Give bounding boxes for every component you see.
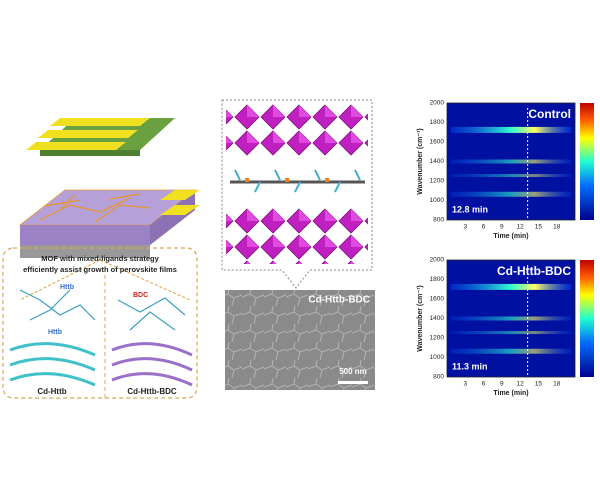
y-tick-label: 1200 [430,335,445,342]
time-label: 11.3 min [452,361,488,371]
ligand-label: Httb [48,329,62,336]
x-tick-label: 18 [553,381,561,388]
x-tick-label: 18 [553,224,561,231]
structure-label: Cd-Httb-BDC [127,387,177,396]
x-tick-label: 15 [535,381,543,388]
ligand-label: BDC [133,292,148,299]
x-tick-label: 9 [500,381,504,388]
x-tick-label: 6 [482,224,486,231]
y-tick-label: 1600 [430,296,445,303]
y-tick-label: 1800 [430,119,445,126]
heatmap-band [451,348,571,354]
plot-frame [446,102,576,221]
device-illustration [18,118,200,301]
sem-image [225,290,375,390]
heatmap-band [451,159,571,164]
y-axis-label: Wavenumber (cm⁻¹) [417,128,424,194]
ligand-box [2,247,198,399]
y-tick-label: 1000 [430,197,445,204]
colorbar [580,260,594,377]
perovskite-structure [221,99,373,289]
x-tick-label: 3 [463,381,467,388]
heatmap-band [451,174,571,178]
x-tick-label: 6 [482,381,486,388]
sem-label: Cd-Httb-BDC [308,295,370,306]
y-tick-label: 2000 [430,100,445,107]
colorbar [580,103,594,220]
plot-frame [446,259,576,378]
heatmap-band [451,331,571,335]
heatmap-band [451,283,571,290]
x-axis-label: Time (min) [493,233,528,240]
y-tick-label: 800 [433,374,444,381]
heatmap-band [451,191,571,197]
y-axis-label: Wavenumber (cm⁻¹) [417,285,424,351]
x-tick-label: 15 [535,224,543,231]
caption-line: efficiently assist growth of perovskite … [23,265,177,274]
x-axis-label: Time (min) [493,390,528,397]
heatmap-label: Cd-Httb-BDC [497,264,571,278]
molecule-sketch [9,289,193,387]
y-tick-label: 1800 [430,276,445,283]
time-label: 12.8 min [452,204,488,214]
x-tick-label: 3 [463,224,467,231]
y-tick-label: 1400 [430,315,445,322]
scale-bar-label: 500 nm [339,367,367,376]
heatmap-band [451,126,571,133]
x-tick-label: 9 [500,224,504,231]
x-tick-label: 12 [517,224,525,231]
x-tick-label: 12 [517,381,525,388]
y-tick-label: 1600 [430,139,445,146]
heatmap-band [451,316,571,321]
y-tick-label: 1000 [430,354,445,361]
heatmap-label: Control [528,107,571,121]
y-tick-label: 800 [433,217,444,224]
y-tick-label: 1400 [430,158,445,165]
y-tick-label: 2000 [430,257,445,264]
ligand-label: Httb [60,284,74,291]
y-tick-label: 1200 [430,178,445,185]
structure-label: Cd-Httb [37,387,66,396]
caption-line: MOF with mixed-ligands strategy [41,254,159,263]
scale-bar [338,381,368,384]
